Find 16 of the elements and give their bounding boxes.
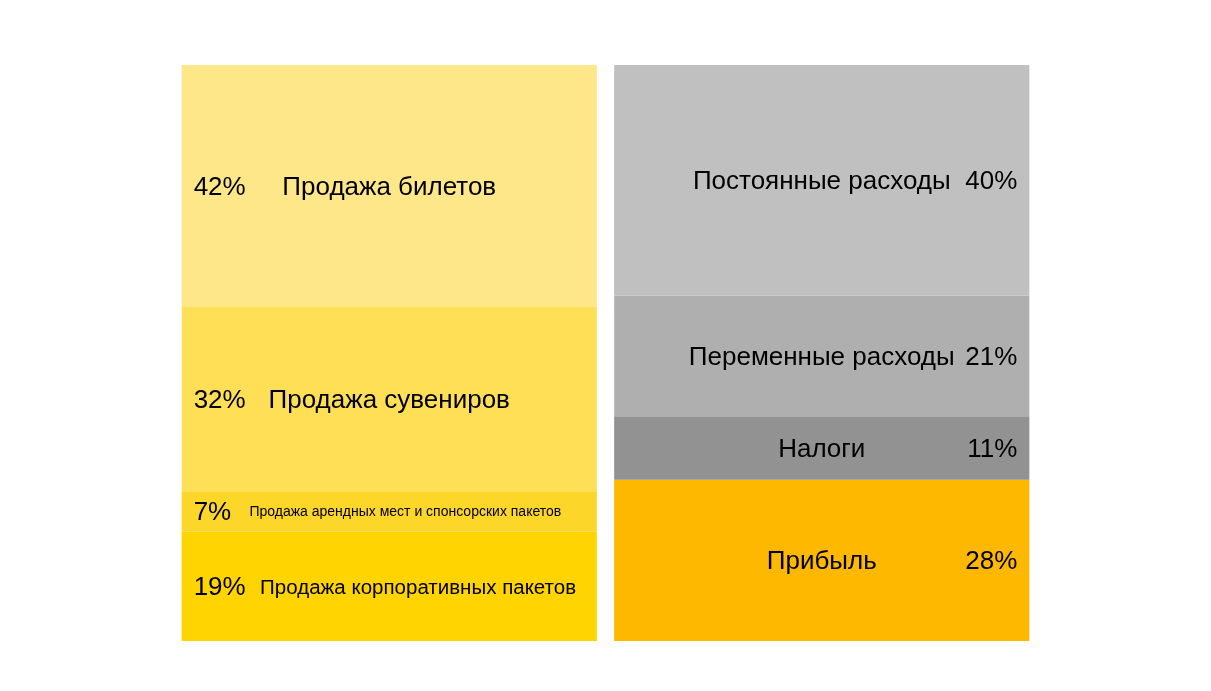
data-label: 7% xyxy=(193,496,232,527)
data-label: 42% xyxy=(193,170,246,201)
series-label: Продажа арендных мест и спонсорских пакетов xyxy=(249,503,562,520)
data-label: 21% xyxy=(965,340,1018,371)
series-label: Продажа билетов xyxy=(282,170,497,201)
data-label: 28% xyxy=(965,545,1018,576)
data-label: 11% xyxy=(967,433,1018,464)
data-label: 32% xyxy=(193,384,246,415)
data-label: 19% xyxy=(193,571,246,602)
series-label: Продажа сувениров xyxy=(268,384,510,415)
series-label: Постоянные расходы xyxy=(692,165,951,196)
data-label: 40% xyxy=(965,165,1018,196)
series-label: Прибыль xyxy=(766,545,877,576)
series-label: Продажа корпоративных пакетов xyxy=(260,574,577,598)
series-label: Налоги xyxy=(778,433,866,464)
series-label: Переменные расходы xyxy=(688,340,955,371)
